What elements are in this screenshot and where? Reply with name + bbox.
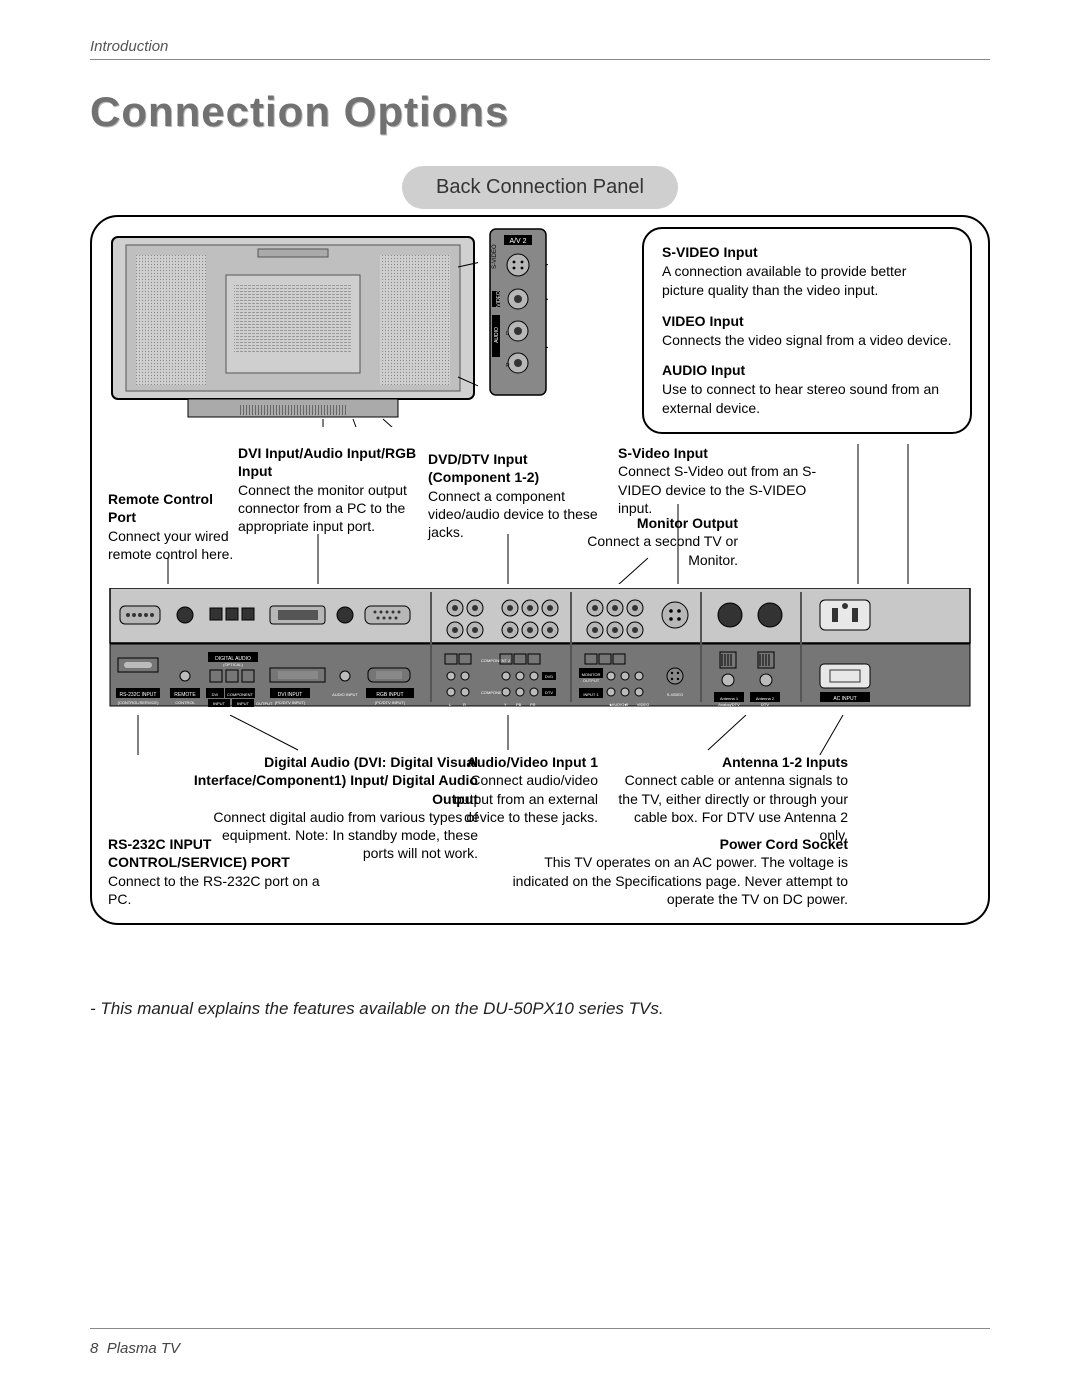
footer-rule: [90, 1328, 990, 1329]
av2-side-panel: A/V 2 S-VIDEO VIDEO AUDIO L R: [488, 227, 548, 402]
svg-text:PB: PB: [516, 702, 522, 707]
svg-text:COMPONENT: COMPONENT: [227, 692, 254, 697]
callout-video-title: VIDEO Input: [662, 312, 952, 331]
footer-page: 8: [90, 1340, 98, 1357]
svg-text:A/V 2: A/V 2: [509, 238, 526, 245]
svg-text:S-VIDEO: S-VIDEO: [492, 244, 498, 269]
label-remote: Remote Control Port Connect your wired r…: [108, 490, 238, 563]
label-rs232: RS-232C INPUT CONTROL/SERVICE) PORT Conn…: [108, 835, 328, 908]
svg-text:S-VIDEO: S-VIDEO: [667, 692, 683, 697]
callout-audio-title: AUDIO Input: [662, 361, 952, 380]
header-rule: [90, 59, 990, 60]
label-av1: Audio/Video Input 1 Connect audio/video …: [428, 753, 598, 826]
footer: 8 Plasma TV: [90, 1340, 180, 1357]
svg-text:AUDIO: AUDIO: [494, 327, 500, 343]
svg-text:DVI: DVI: [212, 692, 219, 697]
svg-text:RGB INPUT: RGB INPUT: [376, 692, 403, 698]
callout-audio: AUDIO Input Use to connect to hear stere…: [662, 361, 952, 418]
svg-text:Analog/DTV: Analog/DTV: [718, 702, 740, 707]
callout-svideo: S-VIDEO Input A connection available to …: [662, 243, 952, 300]
label-power: Power Cord Socket This TV operates on an…: [508, 835, 848, 908]
svg-text:R: R: [463, 702, 466, 707]
svg-text:AC INPUT: AC INPUT: [833, 696, 856, 702]
svg-text:Antenna 2: Antenna 2: [756, 696, 775, 701]
svg-text:INPUT 1: INPUT 1: [583, 692, 599, 697]
svg-text:L: L: [506, 331, 509, 337]
svg-text:COMPONENT 2: COMPONENT 2: [481, 658, 511, 663]
label-antenna: Antenna 1-2 Inputs Connect cable or ante…: [608, 753, 848, 844]
callout-audio-desc: Use to connect to hear stereo sound from…: [662, 380, 952, 418]
connector-panel: RS-232C INPUT (CONTROL/SERVICE) REMOTE C…: [108, 588, 972, 713]
subsection-pill: Back Connection Panel: [402, 166, 678, 209]
svg-text:INPUT: INPUT: [237, 701, 250, 706]
tv-back-illustration: [108, 227, 478, 432]
bottom-labels: Digital Audio (DVI: Digital Visual Inter…: [108, 723, 972, 903]
svg-text:AUDIO INPUT: AUDIO INPUT: [332, 692, 358, 697]
av2-callout-box: S-VIDEO Input A connection available to …: [642, 227, 972, 434]
svg-text:RS-232C INPUT: RS-232C INPUT: [120, 692, 157, 698]
callout-video: VIDEO Input Connects the video signal fr…: [662, 312, 952, 350]
callout-svideo-desc: A connection available to provide better…: [662, 262, 952, 300]
callout-svideo-title: S-VIDEO Input: [662, 243, 952, 262]
label-dvi: DVI Input/Audio Input/RGB Input Connect …: [238, 444, 438, 535]
svg-text:R: R: [506, 363, 510, 369]
svg-text:INPUT: INPUT: [213, 701, 226, 706]
svg-text:DVI INPUT: DVI INPUT: [278, 692, 303, 698]
diagram-frame: A/V 2 S-VIDEO VIDEO AUDIO L R: [90, 215, 990, 925]
svg-text:DTV: DTV: [545, 690, 553, 695]
svg-text:PR: PR: [530, 702, 536, 707]
svg-text:Antenna 1: Antenna 1: [720, 696, 739, 701]
svg-text:(CONTROL/SERVICE): (CONTROL/SERVICE): [118, 700, 159, 705]
footnote: - This manual explains the features avai…: [90, 999, 990, 1019]
svg-text:OUTPUT: OUTPUT: [256, 701, 273, 706]
svg-text:(PC/DTV INPUT): (PC/DTV INPUT): [375, 700, 406, 705]
page-title: Connection Options: [90, 88, 990, 136]
svg-text:CONTROL: CONTROL: [175, 700, 195, 705]
svg-text:Y: Y: [504, 702, 507, 707]
svg-text:MONITOR: MONITOR: [582, 672, 601, 677]
label-svideo: S-Video Input Connect S-Video out from a…: [618, 444, 818, 517]
header-section: Introduction: [90, 38, 990, 55]
svg-text:DTV: DTV: [761, 702, 769, 707]
label-monitor: Monitor Output Connect a second TV or Mo…: [558, 514, 738, 569]
svg-text:REMOTE: REMOTE: [174, 692, 196, 698]
svg-text:DVD: DVD: [545, 674, 554, 679]
svg-text:(PC/DTV INPUT): (PC/DTV INPUT): [275, 700, 306, 705]
footer-label: Plasma TV: [107, 1340, 180, 1357]
svg-text:(OPTICAL): (OPTICAL): [223, 662, 243, 667]
callout-video-desc: Connects the video signal from a video d…: [662, 331, 952, 350]
svg-text:VIDEO: VIDEO: [496, 291, 502, 307]
mid-labels: Remote Control Port Connect your wired r…: [108, 434, 972, 584]
svg-text:VIDEO: VIDEO: [637, 702, 649, 707]
svg-text:R: R: [626, 702, 629, 707]
svg-text:OUTPUT: OUTPUT: [583, 678, 600, 683]
